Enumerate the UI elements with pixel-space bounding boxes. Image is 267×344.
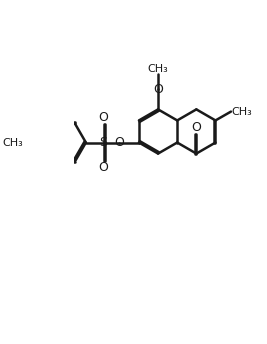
Text: CH₃: CH₃	[231, 107, 252, 117]
Text: O: O	[191, 121, 201, 134]
Text: O: O	[153, 83, 163, 96]
Text: CH₃: CH₃	[2, 138, 23, 148]
Text: S: S	[100, 136, 108, 149]
Text: CH₃: CH₃	[148, 64, 168, 74]
Text: O: O	[114, 136, 124, 149]
Text: O: O	[99, 111, 108, 124]
Text: O: O	[99, 161, 108, 174]
